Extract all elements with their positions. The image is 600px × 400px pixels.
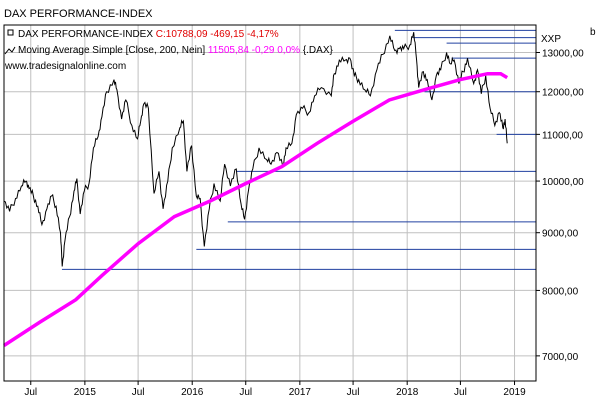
y-tick-label: 13000,00 — [542, 48, 584, 59]
y-tick-label: 9000,00 — [542, 229, 579, 240]
x-tick-label: Jul — [347, 387, 360, 398]
legend-ma-name: Moving Average Simple [Close, 200, Nein] — [18, 45, 205, 56]
price-legend-icon — [7, 29, 14, 36]
legend-price-item: DAX PERFORMANCE-INDEX C:10788,09 -469,15… — [18, 29, 279, 40]
source-url: www.tradesignalonline.com — [4, 61, 126, 72]
x-tick-label: Jul — [454, 387, 467, 398]
legend-price-detail: C:10788,09 -469,15 -4,17% — [156, 29, 279, 40]
legend-ma-symbol: {.DAX} — [303, 45, 334, 56]
plot-frame — [3, 24, 537, 382]
x-tick-label: 2015 — [74, 387, 97, 398]
x-tick-label: 2018 — [396, 387, 419, 398]
x-tick-label: Jul — [132, 387, 145, 398]
chart-title: DAX PERFORMANCE-INDEX — [4, 8, 153, 20]
y-tick-label: 12000,00 — [542, 88, 584, 99]
ma-legend-icon — [4, 46, 16, 55]
x-tick-label: 2016 — [181, 387, 204, 398]
grid — [4, 25, 536, 381]
x-tick-label: 2017 — [289, 387, 312, 398]
series-layer — [3, 32, 509, 347]
y-tick-label: 11000,00 — [542, 130, 583, 141]
corner-mark: b — [590, 27, 596, 38]
price-unit-label: XXP — [541, 34, 561, 45]
legend-ma-item: Moving Average Simple [Close, 200, Nein]… — [18, 45, 333, 56]
y-axis: 7000,00 8000,00 9000,00 10000,00 11000,00 120… — [536, 48, 584, 363]
legend-ma-detail: 11505,84 -0,29 0,0% — [208, 45, 300, 56]
price-series-line — [3, 32, 508, 267]
x-tick-label: Jul — [24, 387, 37, 398]
support-resistance-lines — [61, 29, 536, 270]
x-tick-label: 2019 — [503, 387, 526, 398]
y-tick-label: 8000,00 — [542, 286, 579, 297]
legend-price-name: DAX PERFORMANCE-INDEX — [18, 29, 153, 40]
y-tick-label: 7000,00 — [542, 352, 579, 363]
y-tick-label: 10000,00 — [542, 177, 584, 188]
x-axis: Jul 2015 Jul 2016 Jul 2017 Jul 2018 Jul 2019 — [24, 381, 526, 398]
x-tick-label: Jul — [239, 387, 252, 398]
legend: DAX PERFORMANCE-INDEX C:10788,09 -469,15… — [4, 29, 333, 72]
moving-average-line — [3, 71, 509, 347]
